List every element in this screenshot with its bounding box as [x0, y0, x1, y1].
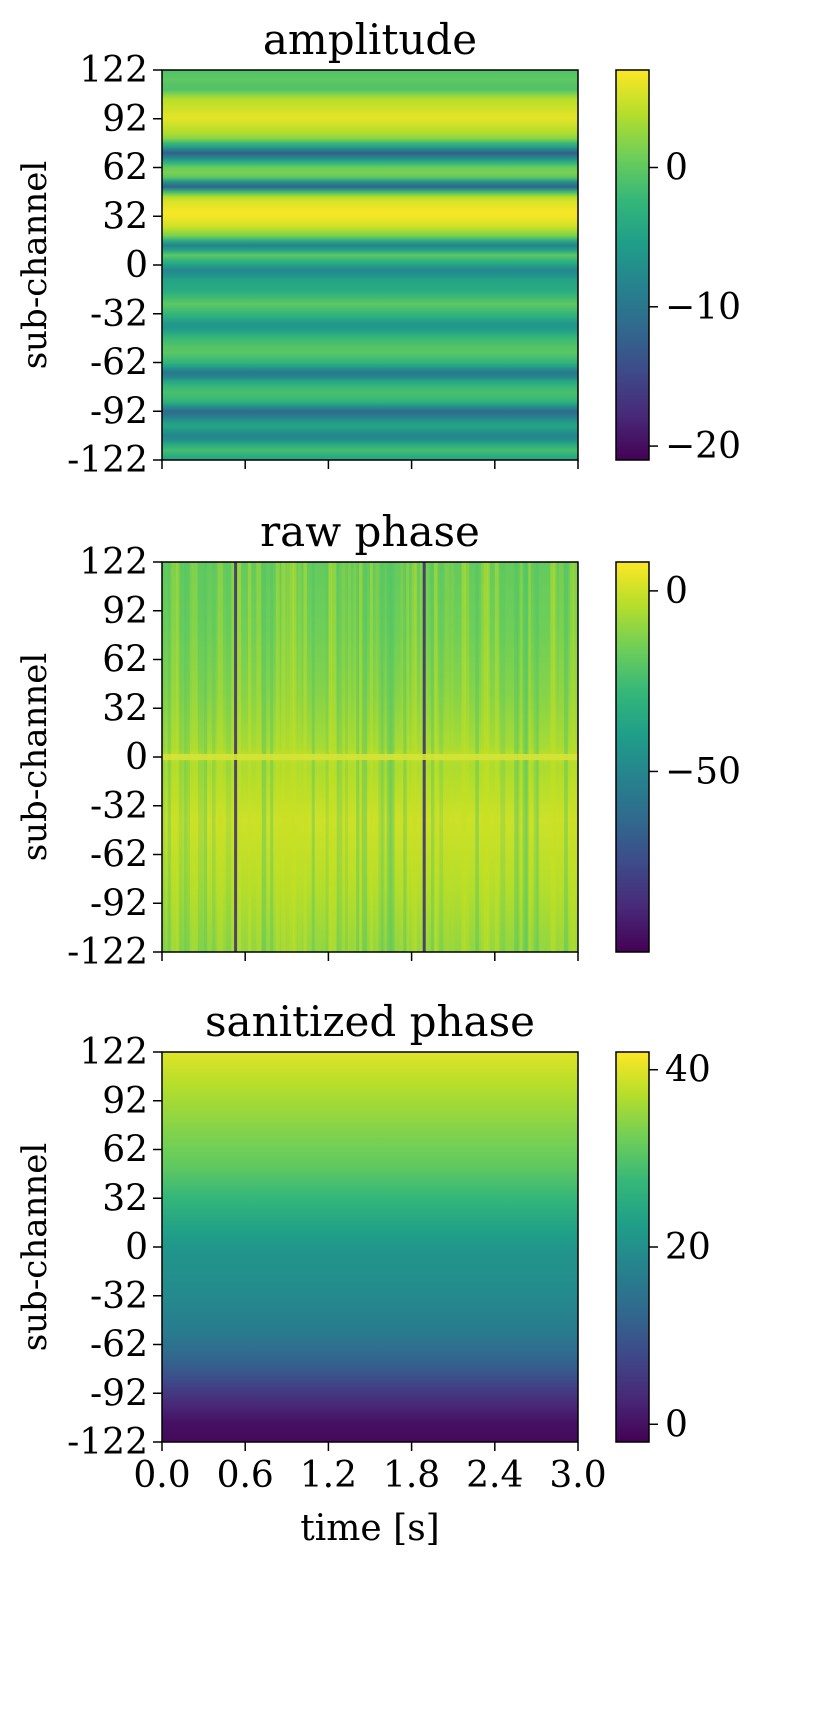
y-tick-label: -92: [90, 1373, 148, 1414]
zero-band: [162, 754, 578, 760]
y-tick-label: -62: [90, 1325, 148, 1366]
y-tick-label: 122: [79, 542, 148, 583]
colorbar-tick-label: 0: [665, 571, 688, 612]
y-tick-label: -92: [90, 391, 148, 432]
y-tick-label: 62: [102, 640, 148, 681]
x-tick-label: 2.4: [466, 1455, 523, 1496]
y-tick-label: -122: [67, 932, 148, 973]
y-tick-label: 122: [79, 1032, 148, 1073]
y-tick-label: 92: [102, 1081, 148, 1122]
y-tick-label: 62: [102, 148, 148, 189]
y-axis-label: sub-channel: [15, 161, 55, 370]
heatmap-body: [162, 1052, 578, 1442]
y-tick-label: -62: [90, 835, 148, 876]
y-tick-label: 32: [102, 196, 148, 237]
y-tick-label: 122: [79, 50, 148, 91]
y-tick-label: -122: [67, 440, 148, 481]
y-tick-label: -92: [90, 883, 148, 924]
y-tick-label: 92: [102, 591, 148, 632]
panel-title: raw phase: [260, 507, 480, 556]
panel-title: amplitude: [263, 15, 477, 64]
colorbar-tick-label: 40: [665, 1050, 711, 1091]
y-tick-label: -122: [67, 1422, 148, 1463]
y-tick-label: 0: [125, 737, 148, 778]
panel-title: sanitized phase: [205, 997, 535, 1046]
y-tick-label: 92: [102, 99, 148, 140]
y-tick-label: 0: [125, 245, 148, 286]
x-tick-label: 3.0: [549, 1455, 606, 1496]
colorbar-tick-label: 0: [665, 1404, 688, 1445]
y-tick-label: -32: [90, 294, 148, 335]
colorbar-tick-label: −10: [665, 287, 741, 328]
colorbar: [615, 1051, 650, 1443]
panel-1: 122 92 62 32 0 -32 -62 -92 -122 raw phase sub-chan…: [15, 507, 741, 973]
x-axis-label: time [s]: [300, 1508, 439, 1549]
colorbar: [615, 69, 650, 461]
y-tick-label: -32: [90, 786, 148, 827]
y-tick-label: 62: [102, 1130, 148, 1171]
y-tick-label: 0: [125, 1227, 148, 1268]
x-tick-label: 0.0: [133, 1455, 190, 1496]
colorbar-tick-label: −20: [665, 426, 741, 467]
y-axis-label: sub-channel: [15, 653, 55, 862]
y-tick-label: 32: [102, 688, 148, 729]
y-axis-label: sub-channel: [15, 1143, 55, 1352]
colorbar: [615, 561, 650, 953]
colorbar-tick-label: 20: [665, 1227, 711, 1268]
y-tick-label: -62: [90, 343, 148, 384]
colorbar-tick-label: 0: [665, 148, 688, 189]
heatmap-body: [162, 70, 578, 460]
y-tick-label: -32: [90, 1276, 148, 1317]
x-tick-label: 0.6: [217, 1455, 274, 1496]
panel-0: 122 92 62 32 0 -32 -62 -92 -122 amplitude sub-chan…: [15, 15, 741, 481]
y-tick-label: 32: [102, 1178, 148, 1219]
x-tick-label: 1.2: [300, 1455, 357, 1496]
colorbar-tick-label: −50: [665, 751, 741, 792]
x-tick-label: 1.8: [383, 1455, 440, 1496]
